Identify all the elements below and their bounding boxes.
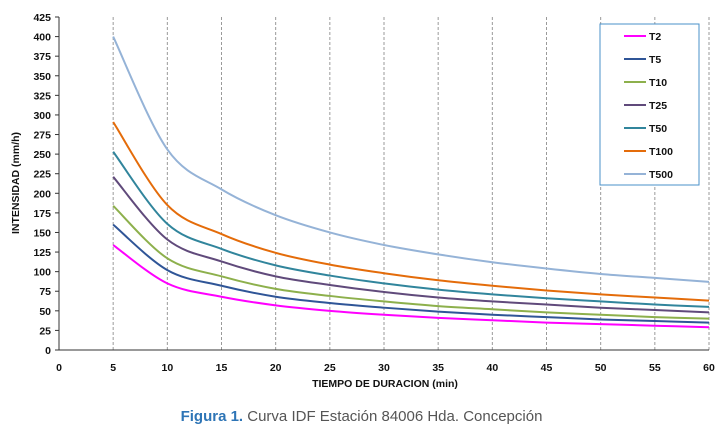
x-tick-label: 55 — [649, 362, 661, 374]
y-tick-label: 0 — [45, 345, 51, 357]
caption-label: Figura 1. — [180, 408, 244, 425]
legend-label-t5: T5 — [649, 54, 661, 66]
y-tick-label: 250 — [33, 149, 51, 161]
y-tick-label: 100 — [33, 267, 51, 279]
y-tick-label: 325 — [33, 90, 51, 102]
x-tick-label: 20 — [270, 362, 282, 374]
x-tick-label: 15 — [216, 362, 228, 374]
x-tick-label: 5 — [110, 362, 116, 374]
x-tick-labels: 0 5 10 15 20 25 30 35 40 45 50 55 60 — [56, 362, 715, 374]
legend-label-t500: T500 — [649, 169, 673, 181]
y-tick-label: 150 — [33, 227, 51, 239]
series-line-t500 — [112, 36, 710, 283]
legend-label-t25: T25 — [649, 100, 667, 112]
y-tick-label: 50 — [39, 306, 51, 318]
y-tick-label: 200 — [33, 188, 51, 200]
y-tick-label: 175 — [33, 208, 51, 220]
y-tick-label: 225 — [33, 169, 51, 181]
x-tick-label: 45 — [541, 362, 553, 374]
y-axis-title: INTENSIDAD (mm/h) — [10, 132, 22, 234]
caption-text: Curva IDF Estación 84006 Hda. Concepción — [243, 408, 543, 425]
y-tick-label: 125 — [33, 247, 51, 259]
y-tick-label: 400 — [33, 32, 51, 44]
series-lines — [112, 36, 710, 329]
y-tick-label: 350 — [33, 71, 51, 83]
x-tick-label: 50 — [595, 362, 607, 374]
y-tick-label: 425 — [33, 12, 51, 24]
y-tick-label: 75 — [39, 286, 51, 298]
series-line-t10 — [112, 205, 710, 320]
x-tick-label: 0 — [56, 362, 62, 374]
series-line-t100 — [112, 121, 710, 302]
legend-box — [599, 23, 700, 186]
x-tick-label: 10 — [161, 362, 173, 374]
series-line-t2 — [112, 244, 710, 329]
y-tick-label: 25 — [39, 325, 51, 337]
legend-label-t50: T50 — [649, 123, 667, 135]
x-tick-label: 30 — [378, 362, 390, 374]
y-tick-label: 275 — [33, 130, 51, 142]
y-tick-label: 375 — [33, 51, 51, 63]
series-line-t5 — [112, 223, 710, 324]
x-tick-label: 25 — [324, 362, 336, 374]
x-tick-label: 60 — [703, 362, 715, 374]
y-tick-label: 300 — [33, 110, 51, 122]
x-axis-title: TIEMPO DE DURACION (min) — [312, 378, 458, 390]
figure-caption: Figura 1. Curva IDF Estación 84006 Hda. … — [0, 408, 723, 425]
series-line-t50 — [112, 151, 710, 308]
x-tick-label: 40 — [486, 362, 498, 374]
x-tick-label: 35 — [432, 362, 444, 374]
legend-label-t100: T100 — [649, 146, 673, 158]
series-line-t25 — [112, 176, 710, 314]
legend-label-t10: T10 — [649, 77, 667, 89]
axes — [55, 16, 709, 351]
y-tick-labels: 0 25 50 75 100 125 150 175 200 225 250 275 300 325 350… — [33, 12, 51, 357]
idf-chart: 0 5 10 15 20 25 30 35 40 45 50 55 60 0 25 50 75 100 125 15… — [10, 12, 715, 390]
legend: T2 T5 T10 T25 T50 T100 T500 — [599, 23, 700, 186]
legend-label-t2: T2 — [649, 31, 661, 43]
